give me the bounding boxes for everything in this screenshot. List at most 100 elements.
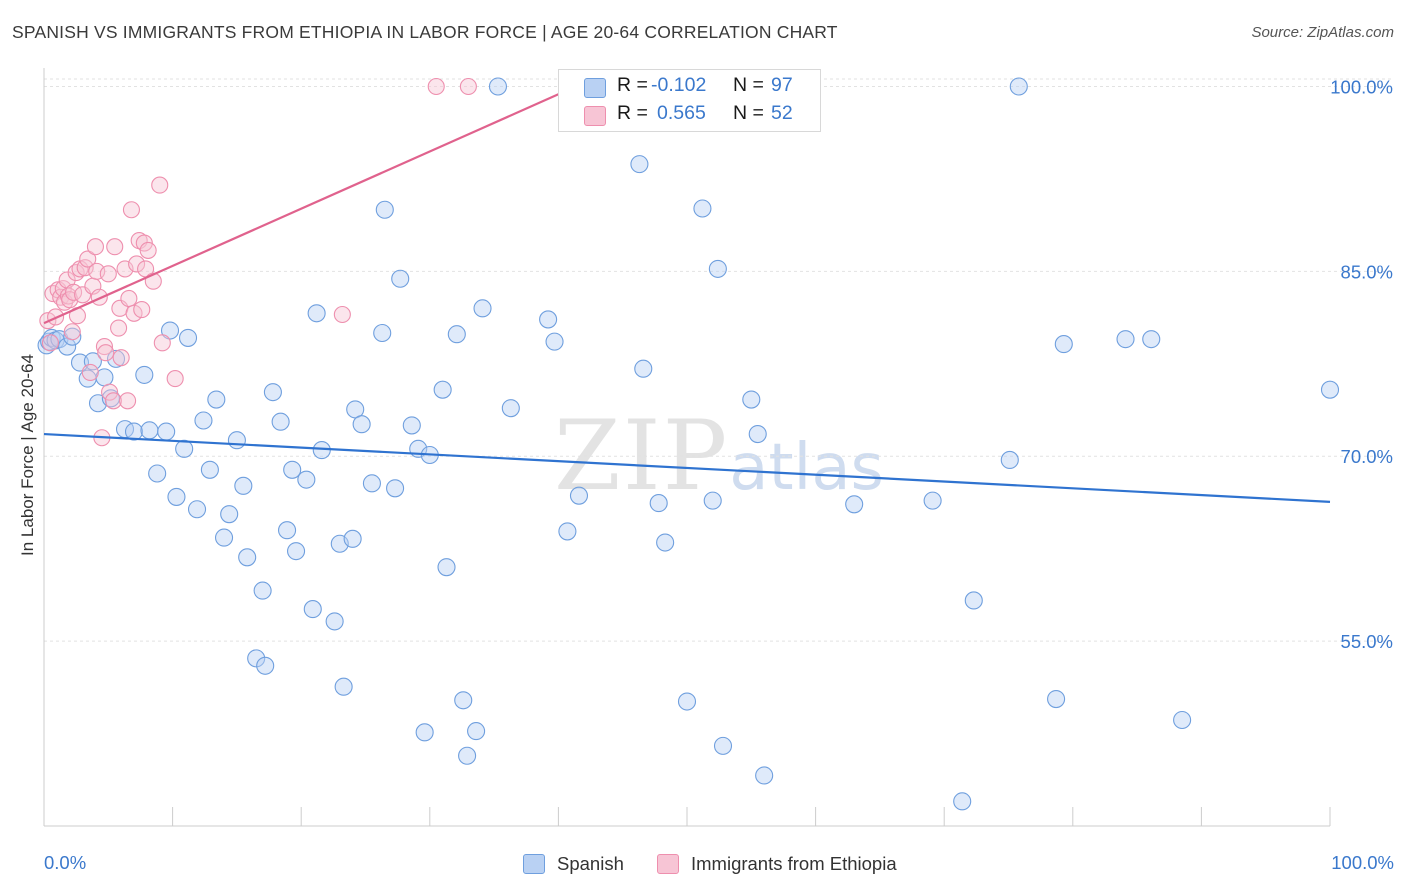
y-tick-label: 55.0% bbox=[1341, 631, 1393, 652]
point-spanish bbox=[1320, 380, 1340, 399]
bottom-legend-ethiopia: Immigrants from Ethiopia bbox=[657, 852, 897, 876]
point-spanish bbox=[303, 600, 322, 619]
point-spanish bbox=[187, 500, 207, 519]
point-spanish bbox=[953, 792, 972, 811]
legend-r-label: R = bbox=[617, 102, 648, 124]
stats-legend: R = -0.102 N = 97 R = 0.565 N = 52 bbox=[558, 69, 821, 132]
point-spanish bbox=[391, 269, 410, 288]
point-spanish bbox=[307, 304, 326, 323]
point-spanish bbox=[402, 416, 421, 435]
legend-n-label: N = bbox=[733, 74, 764, 96]
point-spanish bbox=[325, 612, 344, 631]
point-spanish bbox=[447, 325, 466, 344]
point-ethiopia bbox=[81, 363, 99, 381]
legend-n-value-spanish: 97 bbox=[771, 74, 793, 96]
point-spanish bbox=[437, 558, 456, 577]
point-ethiopia bbox=[104, 392, 122, 410]
bottom-legend-spanish: Spanish bbox=[523, 852, 624, 876]
point-spanish bbox=[703, 491, 722, 510]
point-spanish bbox=[135, 365, 154, 384]
point-ethiopia bbox=[333, 305, 351, 324]
point-spanish bbox=[220, 505, 239, 524]
legend-row-spanish: R = -0.102 N = 97 bbox=[559, 73, 820, 99]
point-spanish bbox=[334, 677, 353, 696]
point-ethiopia bbox=[153, 334, 171, 352]
y-tick-label: 100.0% bbox=[1330, 76, 1393, 97]
point-spanish bbox=[343, 529, 362, 548]
point-ethiopia bbox=[86, 238, 104, 256]
point-ethiopia bbox=[119, 392, 137, 410]
trend-line-spanish bbox=[43, 432, 1331, 503]
point-spanish bbox=[375, 200, 394, 219]
legend-r-value-ethiopia: 0.565 bbox=[657, 102, 706, 124]
source-label: Source: ZipAtlas.com bbox=[1251, 24, 1394, 41]
point-spanish bbox=[630, 155, 649, 174]
point-ethiopia bbox=[459, 77, 477, 96]
point-spanish bbox=[748, 425, 767, 444]
point-ethiopia bbox=[139, 241, 157, 259]
point-spanish bbox=[1142, 330, 1161, 349]
point-spanish bbox=[454, 691, 473, 710]
point-spanish bbox=[278, 521, 297, 540]
point-spanish bbox=[167, 487, 186, 506]
point-spanish bbox=[656, 533, 675, 552]
point-ethiopia bbox=[128, 255, 146, 273]
point-spanish bbox=[845, 495, 864, 514]
point-spanish bbox=[287, 542, 306, 561]
point-spanish bbox=[677, 692, 697, 711]
point-spanish bbox=[545, 332, 564, 351]
point-spanish bbox=[362, 474, 381, 493]
point-spanish bbox=[148, 464, 167, 483]
point-spanish bbox=[433, 380, 452, 399]
point-spanish bbox=[458, 746, 477, 765]
point-spanish bbox=[501, 399, 520, 418]
point-ethiopia bbox=[41, 334, 59, 352]
point-spanish bbox=[415, 723, 434, 742]
point-ethiopia bbox=[101, 383, 119, 401]
point-spanish bbox=[467, 722, 486, 741]
trend-line-ethiopia bbox=[43, 90, 566, 325]
point-spanish bbox=[373, 323, 392, 343]
point-ethiopia bbox=[79, 250, 97, 268]
point-spanish bbox=[207, 390, 226, 409]
legend-r-label: R = bbox=[617, 74, 648, 96]
y-tick-label: 70.0% bbox=[1341, 446, 1393, 467]
point-ethiopia bbox=[151, 176, 169, 194]
legend-swatch-ethiopia bbox=[584, 106, 606, 126]
point-ethiopia bbox=[63, 323, 81, 341]
point-ethiopia bbox=[427, 77, 445, 96]
point-spanish bbox=[569, 486, 589, 505]
point-spanish bbox=[227, 431, 246, 450]
point-ethiopia bbox=[133, 301, 151, 319]
point-spanish bbox=[271, 412, 290, 431]
chart-title: SPANISH VS IMMIGRANTS FROM ETHIOPIA IN L… bbox=[12, 22, 838, 42]
legend-n-label: N = bbox=[733, 102, 764, 124]
point-spanish bbox=[178, 328, 198, 347]
point-spanish bbox=[1116, 330, 1135, 349]
point-spanish bbox=[539, 310, 558, 329]
point-ethiopia bbox=[120, 289, 138, 308]
point-spanish bbox=[1009, 77, 1028, 96]
point-spanish bbox=[83, 352, 102, 371]
point-spanish bbox=[256, 656, 275, 675]
bottom-legend-swatch-spanish bbox=[523, 854, 545, 874]
point-spanish bbox=[253, 581, 272, 600]
bottom-legend-label-spanish: Spanish bbox=[557, 853, 624, 874]
point-spanish bbox=[713, 736, 733, 755]
point-ethiopia bbox=[112, 349, 130, 367]
point-spanish bbox=[157, 422, 176, 441]
point-spanish bbox=[124, 422, 144, 441]
point-spanish bbox=[488, 77, 508, 96]
point-spanish bbox=[175, 439, 194, 458]
point-ethiopia bbox=[122, 201, 140, 219]
point-spanish bbox=[352, 415, 371, 434]
point-spanish bbox=[923, 491, 942, 510]
point-ethiopia bbox=[99, 265, 117, 283]
legend-n-value-ethiopia: 52 bbox=[771, 102, 793, 124]
bottom-legend-label-ethiopia: Immigrants from Ethiopia bbox=[691, 853, 897, 874]
point-spanish bbox=[755, 766, 774, 785]
point-spanish bbox=[263, 383, 282, 402]
point-ethiopia bbox=[166, 370, 184, 388]
point-spanish bbox=[297, 470, 316, 489]
